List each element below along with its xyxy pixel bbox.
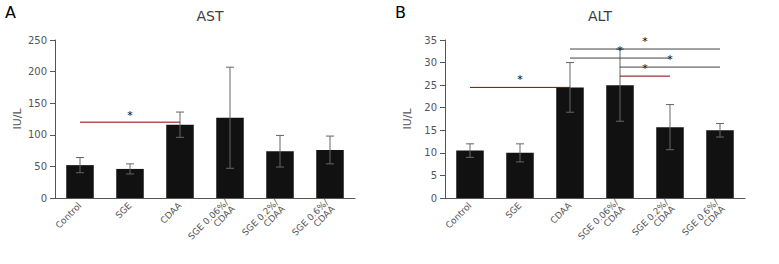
svg-text:CDAA: CDAA	[262, 203, 288, 229]
svg-text:Control: Control	[53, 200, 83, 230]
svg-text:*: *	[127, 109, 133, 122]
svg-text:SGE 0.2%/: SGE 0.2%/	[630, 197, 671, 238]
svg-text:200: 200	[28, 66, 47, 77]
svg-text:CDAA: CDAA	[158, 200, 184, 226]
svg-text:SGE 0.06%/: SGE 0.06%/	[576, 197, 621, 242]
svg-text:250: 250	[28, 35, 47, 46]
svg-text:SGE: SGE	[503, 200, 523, 220]
svg-text:0: 0	[41, 193, 47, 204]
svg-text:*: *	[642, 35, 648, 48]
svg-text:SGE 0.6%/: SGE 0.6%/	[680, 197, 721, 238]
svg-text:150: 150	[28, 98, 47, 109]
svg-text:50: 50	[34, 161, 47, 172]
svg-text:CDAA: CDAA	[602, 203, 628, 229]
svg-text:SGE: SGE	[113, 200, 133, 220]
svg-text:*: *	[667, 53, 673, 66]
svg-text:CDAA: CDAA	[548, 200, 574, 226]
svg-text:IU/L: IU/L	[401, 108, 414, 130]
svg-text:15: 15	[424, 125, 437, 136]
svg-text:100: 100	[28, 129, 47, 140]
svg-text:30: 30	[424, 57, 437, 68]
svg-text:20: 20	[424, 102, 437, 113]
svg-text:5: 5	[431, 170, 437, 181]
svg-text:CDAA: CDAA	[652, 203, 678, 229]
svg-text:35: 35	[424, 35, 437, 46]
svg-text:*: *	[517, 73, 523, 86]
svg-text:ALT: ALT	[588, 8, 612, 24]
svg-text:A: A	[5, 3, 16, 22]
svg-text:0: 0	[431, 193, 437, 204]
svg-text:SGE 0.6%/: SGE 0.6%/	[290, 197, 331, 238]
svg-text:AST: AST	[196, 8, 223, 24]
svg-text:10: 10	[424, 147, 437, 158]
svg-text:SGE 0.2%/: SGE 0.2%/	[240, 197, 281, 238]
svg-text:IU/L: IU/L	[11, 108, 24, 130]
svg-text:CDAA: CDAA	[312, 203, 338, 229]
svg-text:*: *	[617, 44, 623, 57]
svg-text:Control: Control	[443, 200, 473, 230]
svg-text:CDAA: CDAA	[702, 203, 728, 229]
svg-text:25: 25	[424, 80, 437, 91]
svg-text:SGE 0.06%/: SGE 0.06%/	[186, 197, 231, 242]
svg-text:CDAA: CDAA	[212, 203, 238, 229]
svg-text:B: B	[395, 3, 406, 22]
svg-text:*: *	[642, 62, 648, 75]
